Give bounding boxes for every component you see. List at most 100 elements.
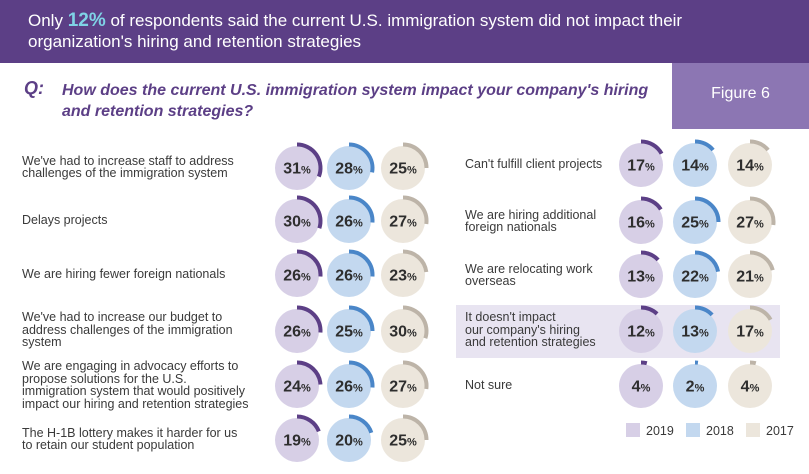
row-label-line: and retention strategies — [465, 335, 596, 350]
highlight-box-no-impact — [456, 305, 780, 358]
data-label: 26% — [335, 214, 363, 231]
circle-2019-row-2: 26% — [275, 249, 323, 297]
circle-2019-row-3: 26% — [275, 305, 323, 353]
percentage-arc — [296, 360, 323, 385]
row-label-line: to retain our student population — [22, 438, 195, 452]
banner-highlight: 12% — [67, 10, 106, 31]
percentage-arc — [348, 195, 375, 223]
row-label-line: address challenges of the immigration — [22, 322, 233, 337]
data-label: 30% — [389, 324, 417, 341]
circle-2017-row-9: 17% — [728, 305, 773, 353]
row-label-line: It doesn't impact — [465, 310, 556, 325]
legend-swatch-2018 — [686, 423, 700, 437]
circle-2017-row-0: 25% — [381, 142, 429, 190]
data-label: 26% — [283, 268, 311, 285]
percentage-arc — [640, 305, 659, 316]
circle-2019-row-8: 13% — [619, 250, 663, 298]
circle-fill — [673, 364, 717, 408]
circle-fill — [327, 199, 371, 243]
legend-swatch-2019 — [626, 423, 640, 437]
circle-fill — [673, 254, 717, 298]
percentage-arc — [348, 414, 374, 434]
data-label: 17% — [736, 324, 764, 341]
row-label-line: We are engaging in advocacy efforts to — [22, 359, 239, 373]
circle-fill — [275, 364, 319, 408]
data-label: 26% — [335, 379, 363, 396]
row-label-line: foreign nationals — [465, 220, 557, 234]
circle-2019-row-9: 12% — [619, 305, 663, 353]
legend-label-2017: 2017 — [766, 424, 794, 438]
data-label: 12% — [627, 324, 655, 341]
row-label-line: Delays projects — [22, 212, 108, 227]
percentage-arc — [402, 414, 429, 441]
circle-2018-row-3: 25% — [327, 305, 375, 353]
row-label-line: Not sure — [465, 377, 513, 392]
data-label: 17% — [627, 158, 655, 175]
circle-fill — [619, 364, 663, 408]
circle-2017-row-1: 27% — [381, 195, 429, 243]
banner-prefix: Only — [28, 11, 68, 30]
circle-fill — [275, 418, 319, 462]
circle-fill — [728, 364, 772, 408]
data-label: 4% — [632, 379, 651, 396]
percentage-arc — [749, 139, 770, 152]
percentage-arc — [402, 195, 429, 225]
legend-swatch-2017 — [746, 423, 760, 437]
legend-label-2019: 2019 — [646, 424, 674, 438]
percentage-arc — [749, 360, 757, 366]
circle-2017-row-5: 25% — [381, 414, 429, 462]
data-label: 21% — [736, 269, 764, 286]
percentage-arc — [640, 139, 664, 155]
percentage-arc — [640, 360, 648, 366]
circle-2019-row-5: 19% — [275, 414, 321, 462]
data-label: 13% — [681, 324, 709, 341]
circle-fill — [327, 309, 371, 353]
percentage-arc — [402, 305, 429, 339]
circle-2017-row-3: 30% — [381, 305, 429, 353]
circle-fill — [381, 199, 425, 243]
percentage-arc — [749, 305, 773, 321]
percentage-arc — [402, 142, 429, 169]
percentage-arc — [402, 249, 429, 273]
circle-fill — [619, 143, 663, 187]
percentage-arc — [348, 305, 375, 332]
percentage-arc — [749, 250, 775, 271]
circle-2018-row-7: 25% — [673, 196, 721, 244]
percentage-arc — [296, 249, 323, 277]
figure-tab: Figure 6 — [672, 63, 809, 129]
header-banner: Only 12% of respondents said the current… — [0, 0, 809, 63]
data-label: 25% — [335, 324, 363, 341]
row-label-line: We are relocating work — [465, 261, 593, 276]
circle-fill — [381, 253, 425, 297]
percentage-arc — [640, 196, 663, 211]
circle-2018-row-8: 22% — [673, 250, 721, 298]
banner-text: Only 12% of respondents said the current… — [28, 10, 788, 52]
percentage-arc — [694, 305, 714, 317]
data-label: 27% — [736, 215, 764, 232]
data-label: 24% — [283, 379, 311, 396]
data-label: 14% — [681, 158, 709, 175]
percentage-arc — [749, 196, 776, 226]
row-label-line: We've had to increase our budget to — [22, 310, 223, 325]
circle-2019-row-1: 30% — [275, 195, 323, 243]
data-label: 19% — [283, 433, 311, 450]
circle-fill — [381, 146, 425, 190]
row-label-line: propose solutions for the U.S. — [22, 371, 187, 386]
percentage-arc — [694, 139, 715, 152]
circle-fill — [275, 309, 319, 353]
circle-2017-row-6: 14% — [728, 139, 772, 187]
circle-fill — [619, 200, 663, 244]
circle-fill — [327, 418, 371, 462]
data-label: 25% — [389, 433, 417, 450]
percentage-arc — [694, 250, 721, 273]
circle-fill — [673, 200, 717, 244]
banner-suffix: of respondents said the current U.S. imm… — [28, 11, 683, 51]
circle-fill — [381, 418, 425, 462]
circle-fill — [381, 364, 425, 408]
data-label: 27% — [389, 379, 417, 396]
data-label: 2% — [686, 379, 705, 396]
circle-fill — [327, 253, 371, 297]
data-label: 30% — [283, 214, 311, 231]
circle-fill — [381, 309, 425, 353]
percentage-arc — [296, 142, 323, 178]
